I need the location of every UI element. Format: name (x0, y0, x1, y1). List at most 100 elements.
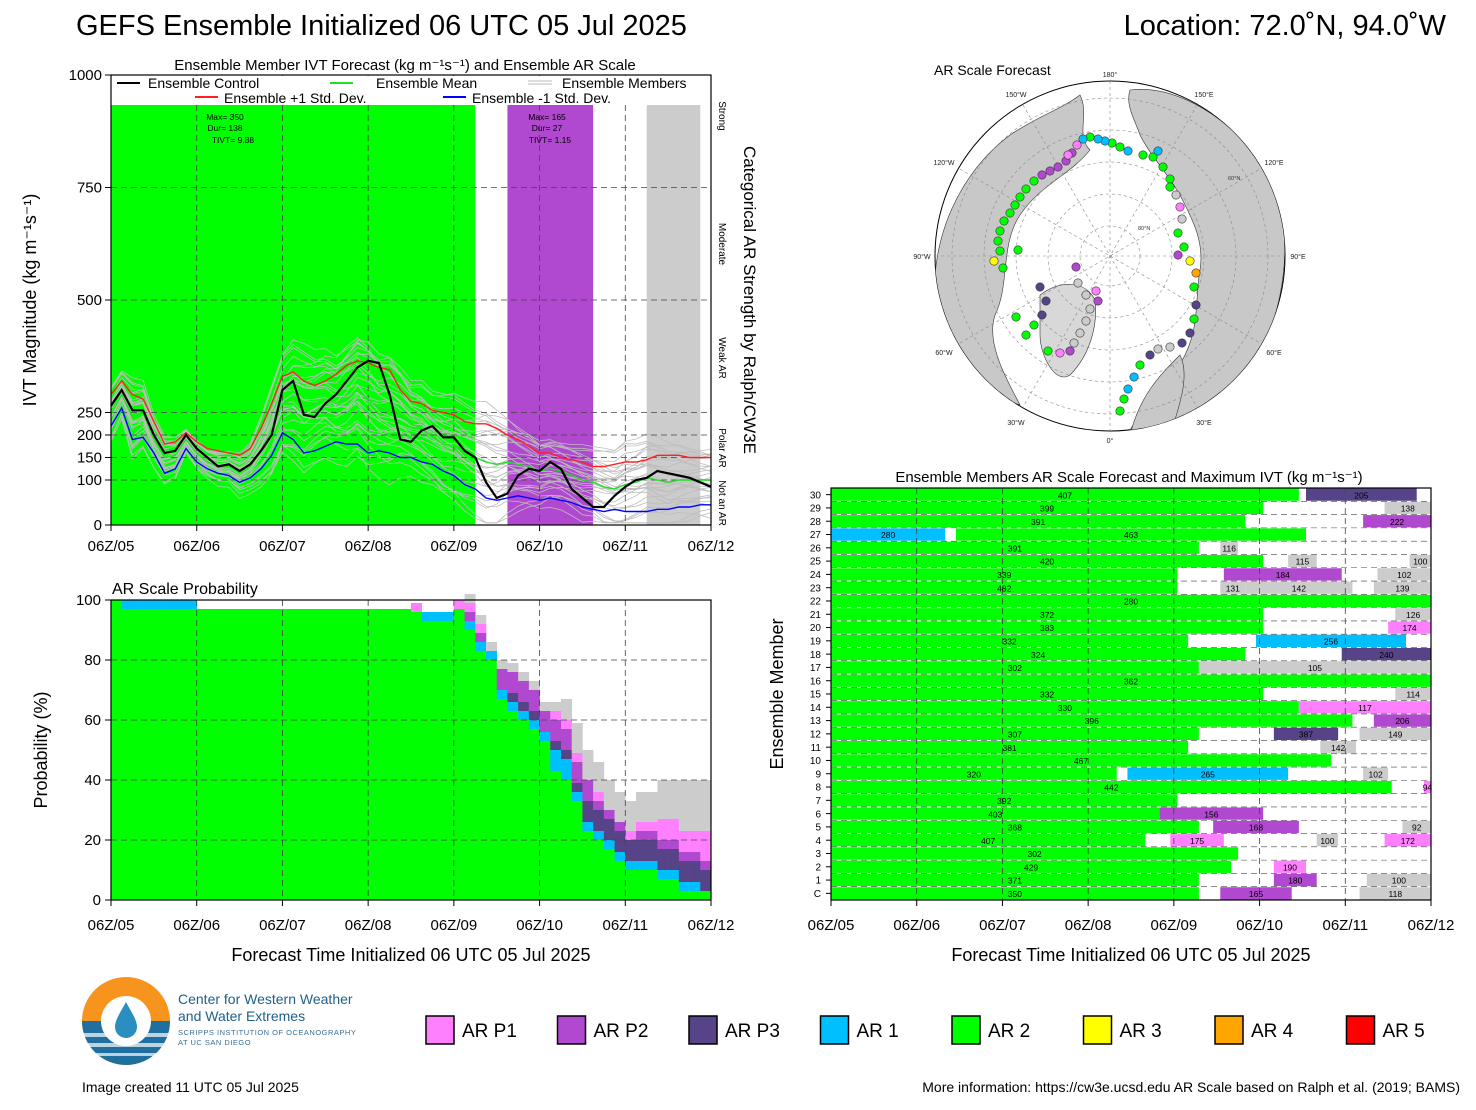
map-dot-34 (1185, 256, 1195, 266)
ivt-x-ticks: 06Z/05 06Z/06 06Z/07 06Z/08 06Z/09 06Z/10 06Z/… (88, 525, 734, 555)
members-y-label: Ensemble Member (767, 618, 787, 769)
prob-bar-ar-2-10 (218, 609, 230, 900)
prob-bar-ar-2-24 (368, 609, 380, 900)
prob-bars (111, 594, 712, 900)
member-5-ivt-label-1: 168 (1249, 823, 1263, 833)
member-1-bar-0 (831, 873, 1199, 887)
footer-info: More information: https://cw3e.ucsd.edu … (922, 1079, 1460, 1095)
ivt-y-ticks: 0 100 150 200 250 500 750 1000 (69, 67, 111, 534)
ar-scale-legend: AR P1 AR P2 AR P3 AR 1 AR 2 AR 3 AR 4 AR 5 (425, 1015, 1425, 1045)
prob-bar-ar-p3-45 (593, 810, 605, 831)
member-6-bar-0 (831, 807, 1160, 820)
map-title: AR Scale Forecast (934, 62, 1051, 78)
member-21-ivt-label-1: 126 (1406, 610, 1420, 620)
prob-bar-ar-p1-51 (657, 819, 669, 840)
ar-map: AR Scale Forecast 180° 150°W 150°E 120°W… (913, 62, 1306, 445)
member-20-bar-1 (1388, 621, 1431, 634)
ivt-xtick-label-3: 06Z/08 (345, 538, 392, 555)
lon-150e: 150°E (1194, 91, 1213, 99)
probability-chart: AR Scale Probability 0 20 40 60 80 100 06Z/05… (31, 581, 735, 965)
member-ytick-label-30: 30 (810, 490, 822, 501)
prob-bar-ar-p2-54 (689, 852, 701, 861)
cw3e-logo (80, 975, 172, 1067)
prob-ytick-label-40: 40 (84, 772, 101, 789)
prob-bar-ar-1-34 (475, 642, 487, 651)
member-25-bar-1 (1288, 554, 1317, 568)
legend-swatch-ar-p3 (688, 1015, 718, 1045)
member-1-ivt-label-0: 371 (1008, 876, 1022, 886)
prob-bar-ar-1-49 (636, 861, 648, 870)
map-dot-57 (1043, 346, 1053, 356)
member-3-bar-0 (831, 847, 1239, 860)
member-8-bar-1 (1423, 780, 1431, 794)
prob-bar-ar-2-40 (539, 741, 551, 900)
member-17-ivt-label-1: 105 (1308, 663, 1322, 673)
prob-bar-not-an-ar-43 (571, 723, 583, 753)
prob-bar-ar-2-22 (346, 609, 358, 900)
lon-60e: 60°E (1266, 349, 1282, 357)
member-ytick-label-27: 27 (810, 530, 822, 541)
map-dot-27 (1158, 162, 1168, 172)
member-9-bar-2 (1363, 767, 1389, 780)
prob-bar-ar-1-40 (539, 732, 551, 741)
prob-bar-ar-1-1 (121, 600, 133, 609)
lon-120e: 120°E (1264, 159, 1283, 167)
prob-bar-ar-2-27 (400, 609, 412, 900)
prob-xtick-label-7: 06Z/12 (688, 917, 735, 934)
prob-bar-ar-p1-43 (571, 753, 583, 762)
map-dot-46 (1123, 384, 1133, 394)
prob-bar-ar-1-47 (614, 852, 626, 861)
prob-bar-ar-2-39 (528, 729, 540, 900)
map-dot-51 (1085, 304, 1095, 314)
ivt-xtick-label-0: 06Z/05 (88, 538, 135, 555)
map-dot-52 (1081, 316, 1091, 326)
member-27-bar-1 (956, 528, 1306, 541)
prob-x-label: Forecast Time Initialized 06 UTC 05 Jul … (231, 945, 590, 965)
member-22-bar-0 (831, 594, 1431, 608)
event1-stats: Max= 350 Dur= 138 TIVT= 9.88 (206, 112, 254, 145)
prob-bar-ar-2-43 (571, 801, 583, 900)
member-28-ivt-label-0: 391 (1031, 517, 1045, 527)
prob-bar-not-an-ar-34 (475, 615, 487, 624)
prob-bar-not-an-ar-42 (561, 699, 573, 720)
member-15-ivt-label-1: 114 (1406, 690, 1420, 700)
member-2-ivt-label-0: 429 (1024, 862, 1038, 872)
prob-ytick-label-100: 100 (76, 592, 101, 609)
member-C-bar-0 (831, 887, 1199, 900)
member-13-ivt-label-0: 396 (1085, 716, 1099, 726)
map-dot-48 (1115, 406, 1125, 416)
member-24-ivt-label-2: 102 (1397, 570, 1411, 580)
map-dot-59 (1091, 286, 1101, 296)
member-13-bar-1 (1373, 714, 1431, 727)
prob-bar-not-an-ar-52 (668, 780, 680, 819)
ivt-chart-title: Ensemble Member IVT Forecast (kg m⁻¹s⁻¹)… (174, 57, 636, 74)
map-dot-26 (1148, 152, 1158, 162)
map-dot-62 (1041, 296, 1051, 306)
legend-label-ar-p3: AR P3 (725, 1021, 780, 1042)
prob-bar-ar-p2-49 (636, 831, 648, 840)
member-4-ivt-label-0: 407 (981, 836, 995, 846)
prob-bar-ar-p1-54 (689, 831, 701, 852)
ivt-member-line-16 (110, 372, 712, 473)
member-25-bar-0 (831, 554, 1264, 568)
prob-bar-ar-p2-34 (475, 633, 487, 642)
member-C-bar-1 (1220, 887, 1292, 900)
member-28-ivt-label-1: 222 (1390, 517, 1404, 527)
prob-bar-ar-2-2 (132, 609, 144, 900)
member-ytick-label-2: 2 (815, 862, 821, 873)
prob-bar-ar-2-54 (689, 891, 701, 900)
member-bars (831, 488, 1431, 900)
prob-xtick-label-2: 06Z/07 (259, 917, 306, 934)
member-15-bar-1 (1395, 687, 1431, 701)
member-25-ivt-label-2: 100 (1413, 557, 1427, 567)
ivt-member-line-14 (110, 382, 712, 483)
member-y-ticks: C123456789101112131415161718192021222324… (810, 490, 831, 900)
ivt-member-line-18 (110, 412, 712, 522)
legend-label-ar-5: AR 5 (1383, 1021, 1425, 1042)
legend-swatch-ar-1 (819, 1015, 850, 1045)
prob-bar-ar-p2-47 (614, 822, 626, 831)
member-15-ivt-label-0: 332 (1040, 690, 1054, 700)
member-9-ivt-label-0: 320 (967, 769, 981, 779)
prob-bar-ar-1-2 (132, 600, 144, 609)
member-20-bar-0 (831, 621, 1264, 634)
